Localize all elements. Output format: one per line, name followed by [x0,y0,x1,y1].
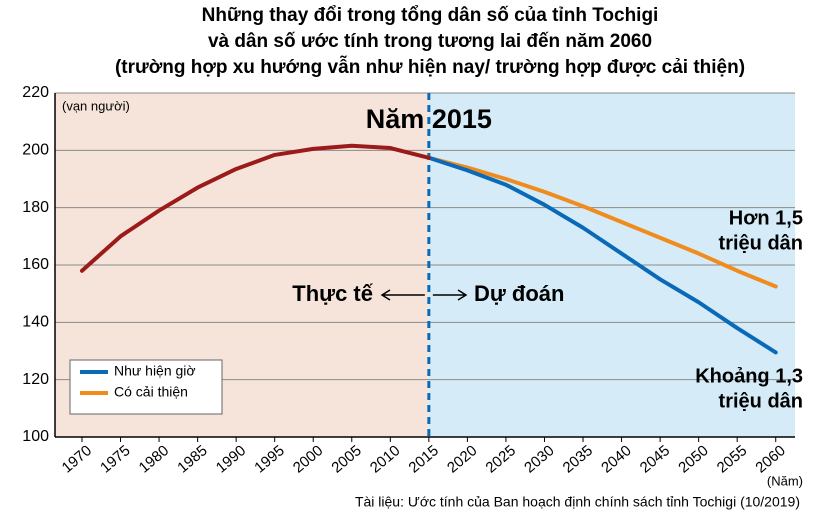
chart-title: (trường hợp xu hướng vẫn như hiện nay/ t… [115,56,745,78]
y-tick-label: 120 [22,371,49,388]
current-note: triệu dân [719,390,803,412]
x-tick-label: 2040 [598,442,634,476]
x-tick-label: 2015 [405,442,441,476]
x-tick-label: 2010 [367,442,403,476]
y-tick-label: 160 [22,256,49,273]
legend-label: Có cải thiện [114,384,188,400]
legend-label: Như hiện giờ [114,363,196,379]
x-tick-label: 1985 [174,442,210,476]
x-tick-label: 1980 [136,442,172,476]
x-tick-label: 1990 [213,442,249,476]
x-tick-label: 2000 [290,442,326,476]
legend-box [69,359,223,415]
source: Tài liệu: Ước tính của Ban hoạch định ch… [355,494,800,510]
forecast-label: Dự đoán [474,281,564,306]
arrow [432,289,468,301]
actual-label: Thực tế [292,281,373,306]
x-unit: (Năm) [767,473,803,488]
x-tick-label: 2060 [752,442,788,476]
chart-title: và dân số ước tính trong tương lai đến n… [208,31,652,52]
arrow [380,289,425,301]
x-tick-label: 2025 [483,442,519,476]
series-line [79,143,431,273]
x-tick-label: 2035 [560,442,596,476]
x-tick-label: 2020 [444,442,480,476]
y-tick-label: 100 [22,428,49,445]
year-label: Năm 2015 [366,104,492,134]
y-tick-label: 200 [22,142,49,159]
x-tick-label: 2055 [714,442,750,476]
improved-note: triệu dân [719,232,803,254]
x-tick-label: 1975 [97,442,133,476]
current-note: Khoảng 1,3 [695,365,803,387]
y-unit: (vạn người) [62,98,130,113]
y-tick-label: 180 [22,199,49,216]
y-tick-label: 220 [22,84,49,101]
chart-title: Những thay đổi trong tổng dân số của tỉn… [202,5,659,26]
x-tick-label: 2050 [675,442,711,476]
x-tick-label: 2030 [521,442,557,476]
series-line [426,155,778,289]
x-tick-label: 2005 [328,442,364,476]
series-line [426,155,778,355]
x-tick-label: 1970 [59,442,95,476]
x-tick-label: 1995 [251,442,287,476]
y-tick-label: 140 [22,314,49,331]
x-tick-label: 2045 [637,442,673,476]
improved-note: Hơn 1,5 [729,207,803,229]
